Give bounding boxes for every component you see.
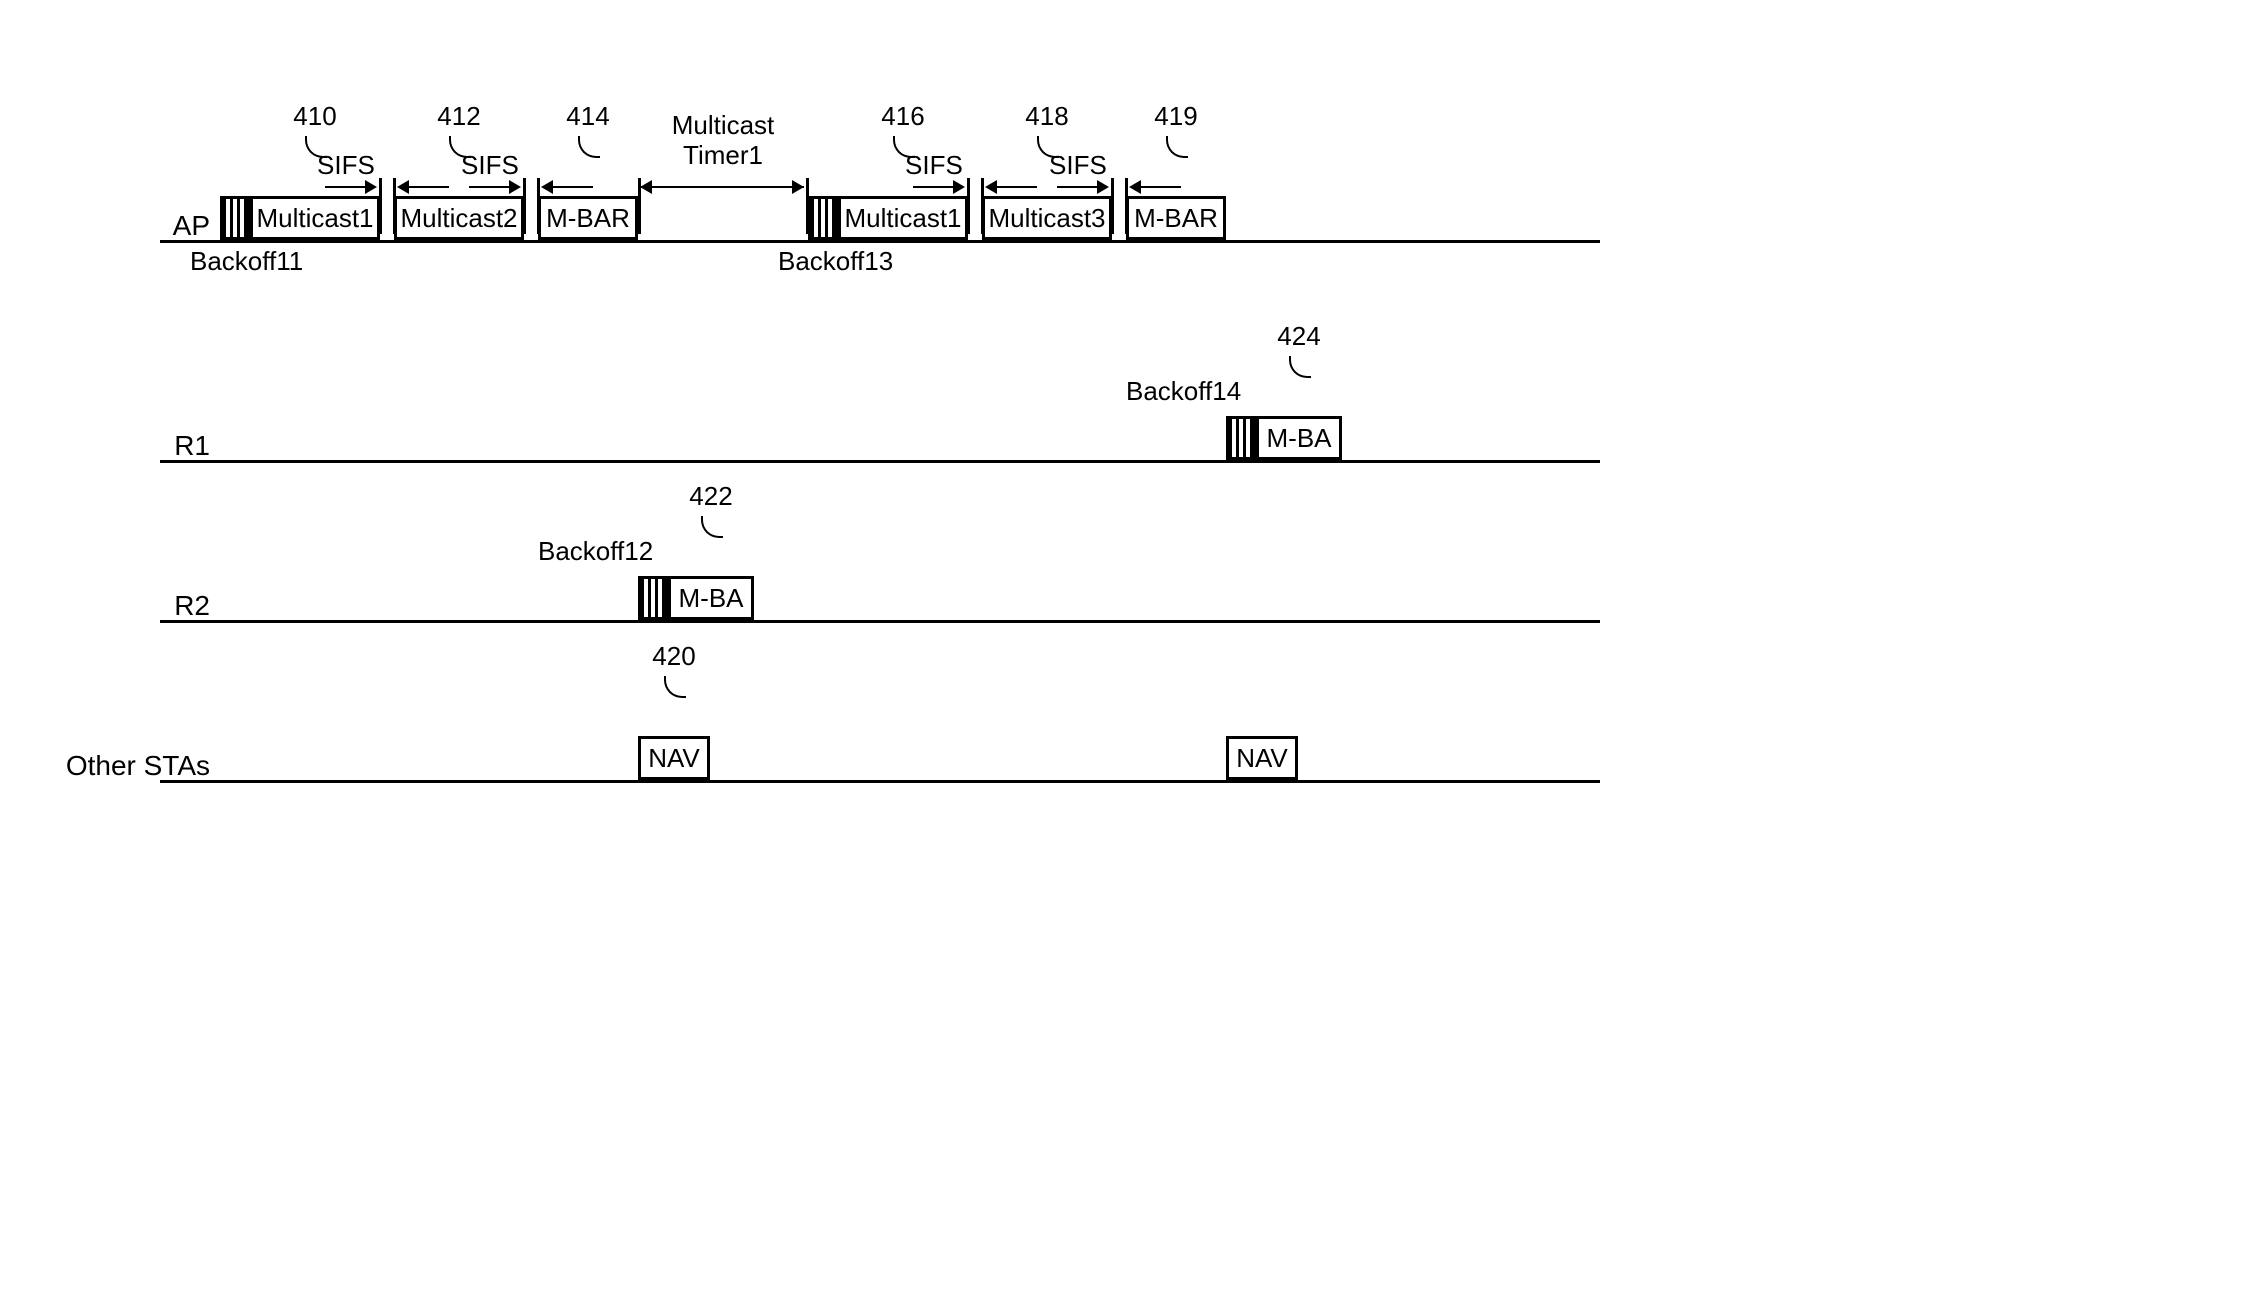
ref-419-leader (1166, 136, 1188, 158)
ref-420-leader (664, 676, 686, 698)
nav2-box: NAV (1226, 736, 1298, 780)
timeline-ap (160, 240, 1600, 243)
row-label-r1: R1 (40, 430, 210, 462)
multicast3-box: Multicast3 (982, 196, 1112, 240)
ref-414-leader (578, 136, 600, 158)
ref-420: 420 (644, 641, 704, 672)
multicast1-box: Multicast1 (250, 196, 380, 240)
row-label-sta: Other STAs (40, 750, 210, 782)
r2-mba-box: M-BA (668, 576, 754, 620)
timer-label-1: Multicast (638, 110, 808, 141)
backoff13-hatch (808, 196, 838, 240)
ref-412: 412 (429, 101, 489, 132)
row-label-ap: AP (40, 210, 210, 242)
ref-424-leader (1289, 356, 1311, 378)
r1-mba-box: M-BA (1256, 416, 1342, 460)
multicast2-box: Multicast2 (394, 196, 524, 240)
multicast1b-box: Multicast1 (838, 196, 968, 240)
ref-418: 418 (1017, 101, 1077, 132)
sifs-label: SIFS (317, 150, 387, 181)
backoff11-hatch (220, 196, 250, 240)
mbar1-box: M-BAR (538, 196, 638, 240)
backoff12-label: Backoff12 (538, 536, 688, 567)
ref-416: 416 (873, 101, 933, 132)
ref-422-leader (701, 516, 723, 538)
sifs-label: SIFS (905, 150, 975, 181)
timing-diagram: AP R1 R2 Other STAs Backoff11 Multicast1 410 SI… (40, 40, 1640, 940)
backoff14-hatch (1226, 416, 1256, 460)
backoff11-label: Backoff11 (190, 246, 350, 277)
ref-419: 419 (1146, 101, 1206, 132)
ref-414: 414 (558, 101, 618, 132)
ref-422: 422 (681, 481, 741, 512)
sifs-label: SIFS (1049, 150, 1119, 181)
backoff14-label: Backoff14 (1126, 376, 1276, 407)
timeline-sta (160, 780, 1600, 783)
row-label-r2: R2 (40, 590, 210, 622)
nav1-box: NAV (638, 736, 710, 780)
timeline-r2 (160, 620, 1600, 623)
backoff13-label: Backoff13 (778, 246, 938, 277)
timer-label-2: Timer1 (638, 140, 808, 171)
backoff12-hatch (638, 576, 668, 620)
mbar2-box: M-BAR (1126, 196, 1226, 240)
ref-424: 424 (1269, 321, 1329, 352)
ref-410: 410 (285, 101, 345, 132)
sifs-label: SIFS (461, 150, 531, 181)
timeline-r1 (160, 460, 1600, 463)
